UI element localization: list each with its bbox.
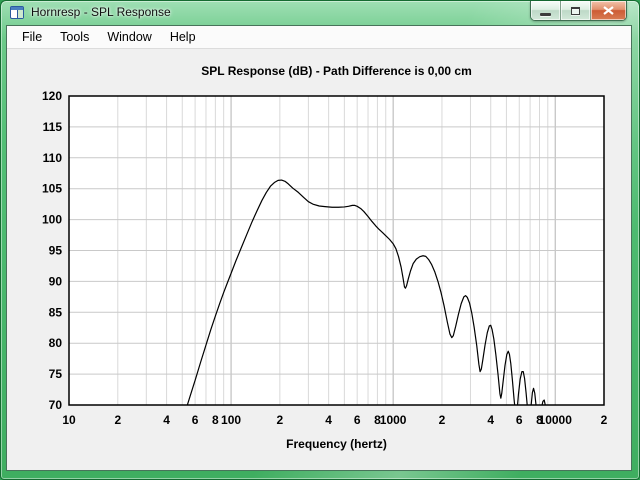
x-axis-title: Frequency (hertz) <box>286 437 387 451</box>
x-tick-label: 2 <box>601 413 608 427</box>
minimize-icon <box>540 12 551 16</box>
x-tick-label: 8 <box>374 413 381 427</box>
maximize-button[interactable] <box>561 1 591 20</box>
x-tick-label: 6 <box>516 413 523 427</box>
y-tick-label: 95 <box>49 244 63 258</box>
y-tick-label: 115 <box>43 120 63 134</box>
window-controls <box>530 1 627 21</box>
close-button[interactable] <box>591 1 626 20</box>
x-tick-label: 2 <box>439 413 446 427</box>
x-tick-label: 2 <box>114 413 121 427</box>
x-tick-label: 8 <box>536 413 543 427</box>
y-tick-label: 80 <box>49 336 63 350</box>
y-tick-label: 70 <box>49 398 63 412</box>
y-tick-label: 100 <box>42 213 62 227</box>
titlebar[interactable]: Hornresp - SPL Response <box>1 1 639 25</box>
maximize-icon <box>571 6 580 15</box>
menubar: File Tools Window Help <box>7 26 631 49</box>
menu-item-help[interactable]: Help <box>169 30 196 44</box>
x-tick-label: 6 <box>354 413 361 427</box>
spl-curve <box>186 179 546 405</box>
app-icon <box>10 6 24 19</box>
x-tick-label: 4 <box>163 413 170 427</box>
x-tick-label: 1000 <box>380 413 407 427</box>
chart-title: SPL Response (dB) - Path Difference is 0… <box>201 64 472 78</box>
chart-client-area: SPL Response (dB) - Path Difference is 0… <box>7 49 631 470</box>
y-tick-label: 90 <box>49 274 63 288</box>
x-tick-label: 6 <box>192 413 199 427</box>
y-tick-label: 120 <box>42 89 62 103</box>
y-tick-label: 110 <box>43 151 63 165</box>
close-icon <box>603 6 614 15</box>
y-tick-label: 85 <box>49 305 63 319</box>
window-title: Hornresp - SPL Response <box>31 5 171 19</box>
x-tick-label: 4 <box>487 413 494 427</box>
menu-item-tools[interactable]: Tools <box>60 30 90 44</box>
minimize-button[interactable] <box>531 1 561 20</box>
x-tick-label: 4 <box>325 413 332 427</box>
menu-item-window[interactable]: Window <box>107 30 152 44</box>
y-tick-label: 75 <box>49 367 63 381</box>
x-tick-label: 10 <box>62 413 76 427</box>
y-tick-label: 105 <box>42 182 62 196</box>
x-tick-label: 100 <box>221 413 241 427</box>
menu-item-file[interactable]: File <box>22 30 43 44</box>
x-tick-label: 8 <box>212 413 219 427</box>
x-tick-label: 10000 <box>539 413 573 427</box>
x-tick-label: 2 <box>277 413 284 427</box>
